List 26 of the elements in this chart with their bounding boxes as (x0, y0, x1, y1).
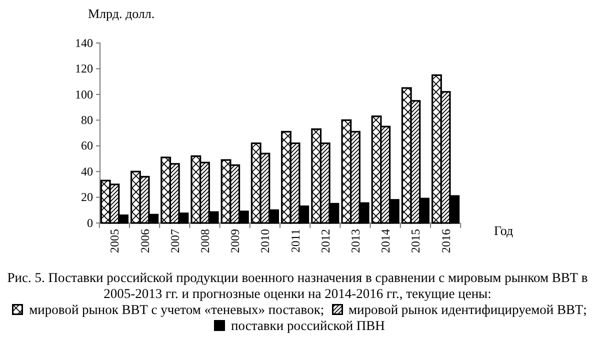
x-tick-label: 2014 (378, 229, 393, 253)
x-tick-label: 2015 (408, 229, 423, 253)
x-tick-label: 2006 (138, 229, 152, 253)
y-axis-title: Млрд. долл. (88, 6, 155, 21)
x-tick-label: 2005 (108, 229, 122, 253)
x-tick-label: 2007 (168, 229, 182, 253)
text: Рис. 5. Поставки российской продукции военного назначения в сравнении с мировым рынком ВВТ в 2005-2013 гг. и прогнозные оценки на 2014-2016 гг., текущие цены: (6, 270, 589, 302)
x-tick-label: 2013 (348, 229, 362, 253)
x-tick-label: 2009 (228, 229, 242, 253)
y-tick-label: 40 (81, 164, 93, 178)
y-tick-label: 120 (75, 62, 93, 76)
y-tick-label: 20 (81, 190, 93, 204)
x-tick-label: 2016 (438, 229, 453, 253)
x-tick-label: 2008 (198, 229, 212, 253)
legend-label: мировой рынок ВВТ с учетом «теневых» поставок; (29, 302, 324, 317)
y-tick-label: 60 (81, 138, 93, 153)
legend-label: поставки российской ПВН (231, 318, 385, 333)
y-tick-label: 140 (75, 36, 93, 50)
y-tick-label: 0 (87, 216, 93, 230)
x-tick-label: 2011 (288, 229, 302, 253)
x-tick-label: 2010 (258, 229, 272, 253)
x-tick-label: 2012 (318, 229, 332, 253)
legend-label: мировой рынок идентифицируемой ВВТ; (348, 302, 587, 317)
y-tick-label: 80 (81, 112, 93, 127)
y-tick-label: 100 (75, 87, 93, 102)
x-axis-title: Год (494, 223, 514, 238)
